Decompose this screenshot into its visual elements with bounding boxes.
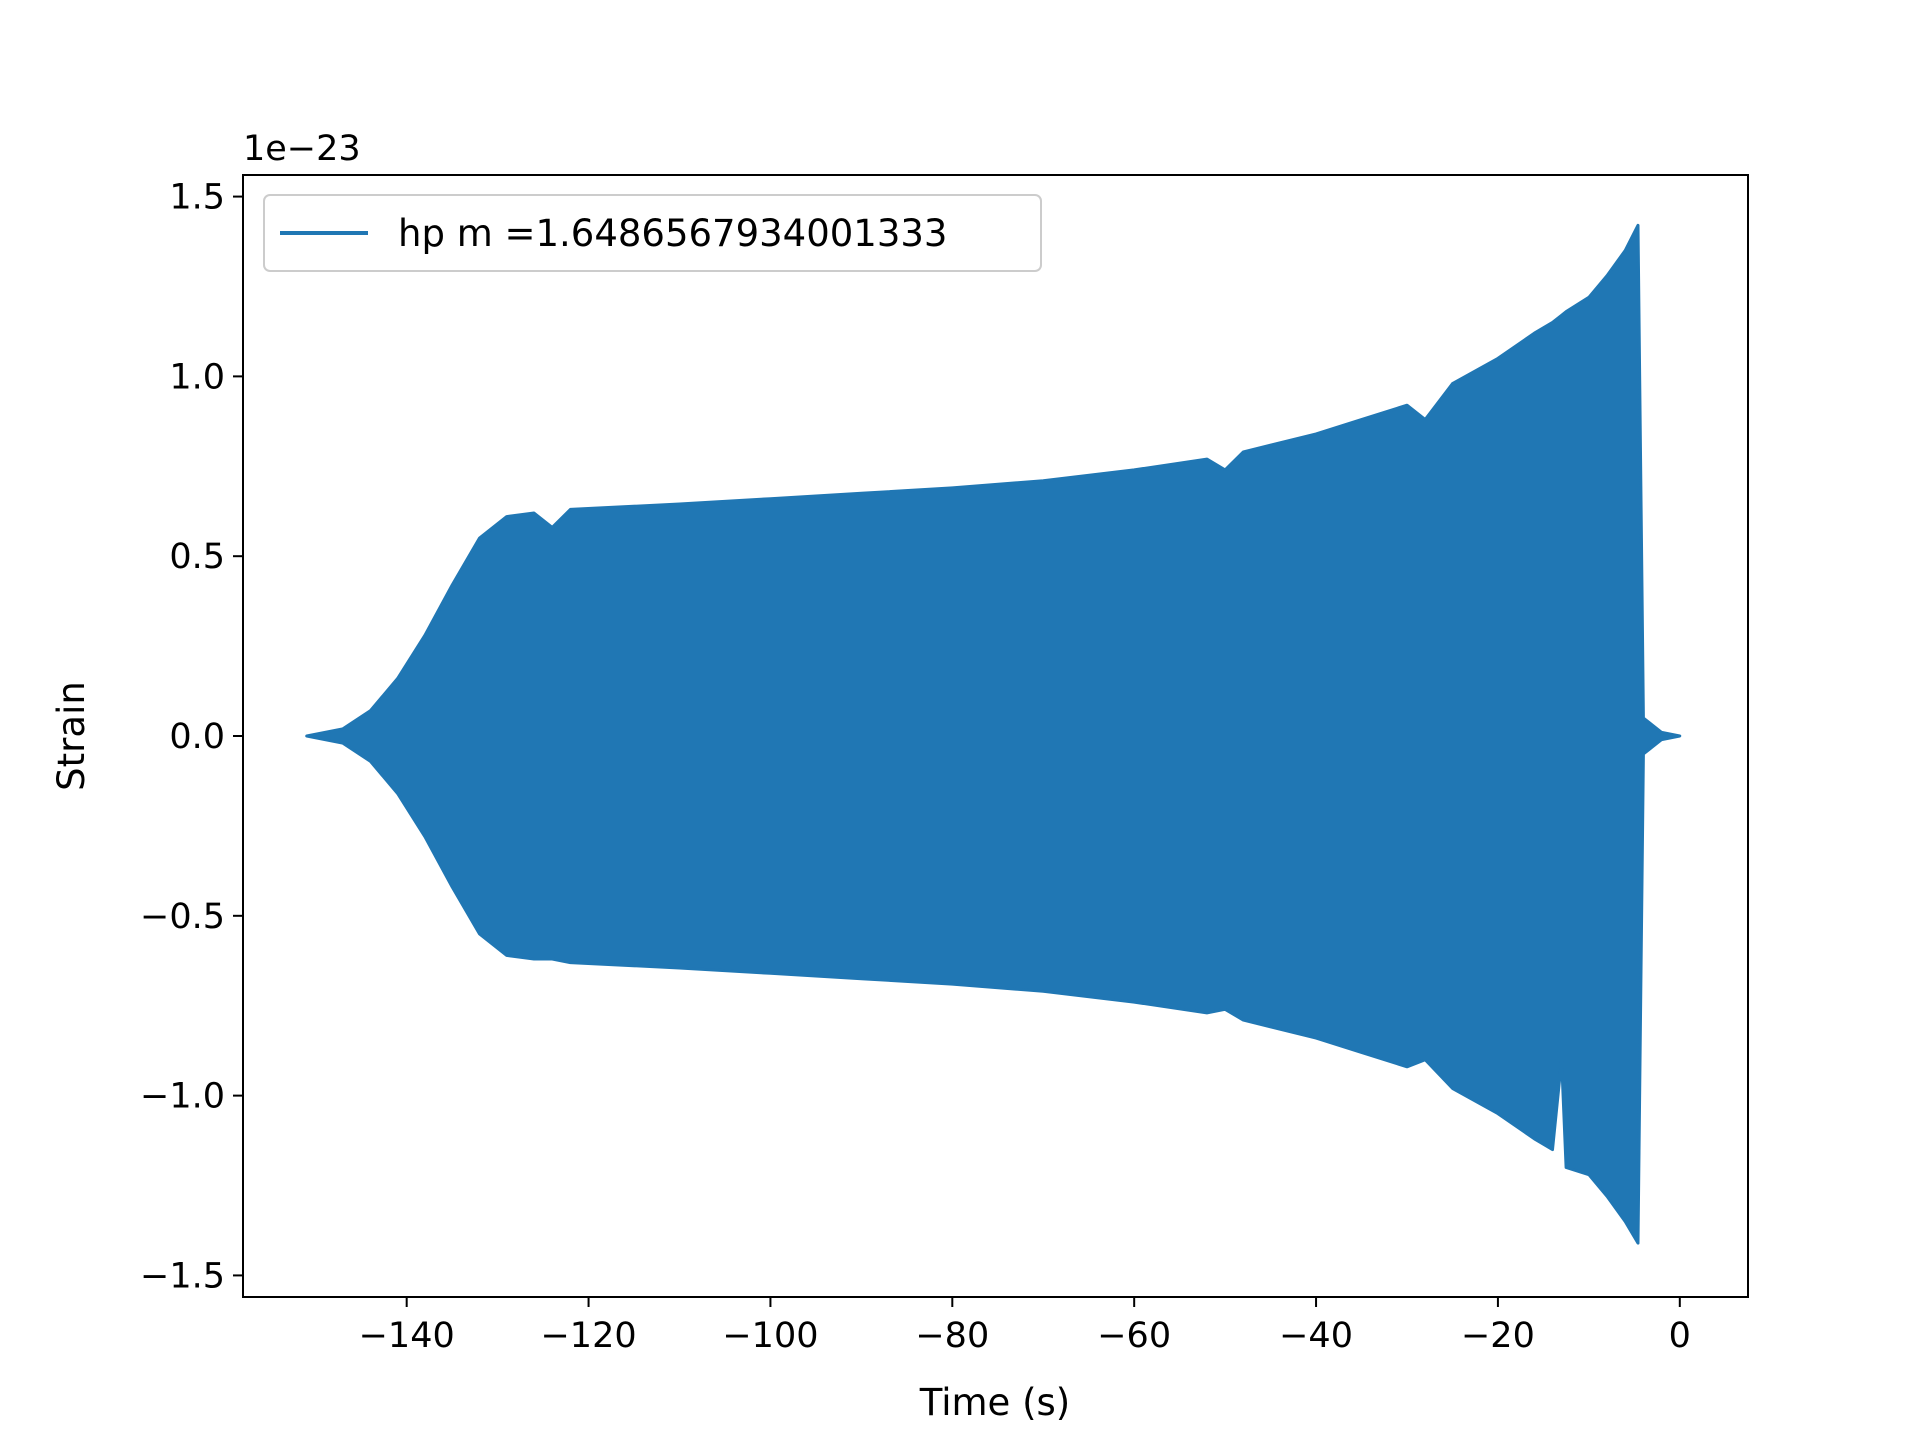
y-tick-label: 1.5	[169, 178, 225, 218]
y-tick-label: 1.0	[169, 357, 225, 397]
legend-label-hp: hp m =1.6486567934001333	[398, 212, 947, 255]
plot-area	[305, 223, 1682, 1245]
y-axis-label: Strain	[50, 681, 93, 791]
y-tick-label: −1.0	[140, 1077, 225, 1117]
x-tick-label: −100	[722, 1316, 818, 1356]
y-tick-label: 0.0	[169, 717, 225, 757]
x-axis-label: Time (s)	[919, 1381, 1070, 1424]
y-offset-text: 1e−23	[243, 129, 361, 169]
y-tick-label: 0.5	[169, 537, 225, 577]
series-0-area	[305, 223, 1682, 1245]
legend-box	[263, 194, 1042, 272]
x-tick-label: −20	[1461, 1316, 1535, 1356]
x-axis-ticks: −140 −120 −100 −80 −60 −40 −20 0	[359, 1297, 1691, 1356]
y-tick-label: −0.5	[140, 897, 225, 937]
x-tick-label: −140	[359, 1316, 455, 1356]
y-tick-label: −1.5	[140, 1256, 225, 1296]
x-tick-label: −40	[1279, 1316, 1353, 1356]
x-tick-label: 0	[1669, 1316, 1691, 1356]
x-tick-label: −60	[1097, 1316, 1171, 1356]
x-tick-label: −80	[915, 1316, 989, 1356]
y-axis-ticks: 1.5 1.0 0.5 0.0 −0.5 −1.0 −1.5	[140, 178, 243, 1296]
x-tick-label: −120	[540, 1316, 636, 1356]
legend: hp m =1.6486567934001333	[263, 194, 1042, 272]
